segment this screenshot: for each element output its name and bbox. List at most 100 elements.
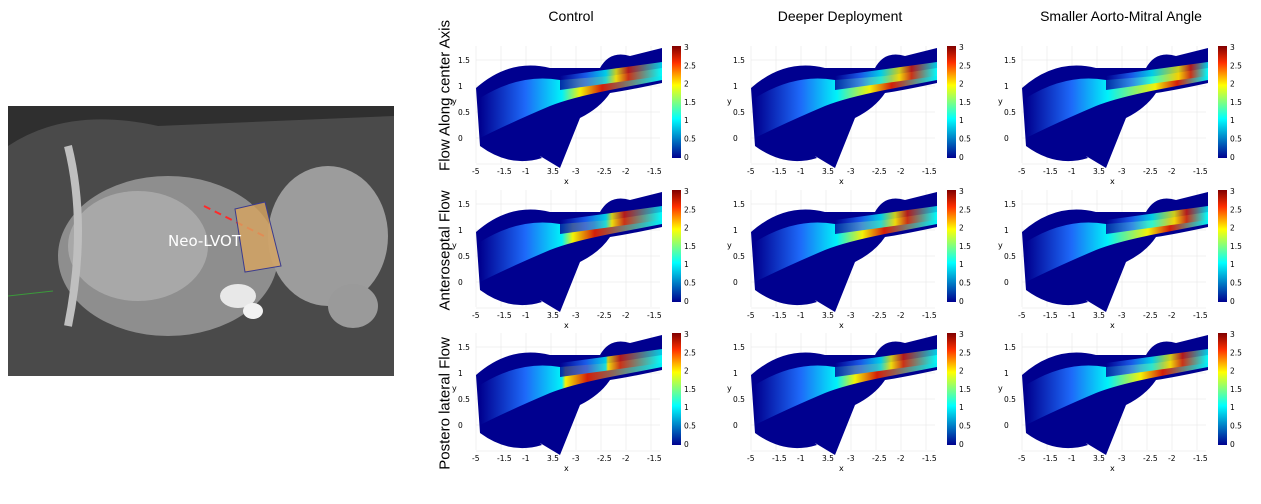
y-axis-label: y [452,241,457,250]
y-tick-label: 0.5 [1004,252,1016,261]
y-tick-label: 0 [1004,278,1009,287]
y-axis-label: y [727,384,732,393]
col-title-control: Control [548,8,594,24]
x-tick-label: -1.5 [772,311,787,320]
x-tick-label: -5 [747,454,755,463]
colorbar-tick-label: 2.5 [1230,348,1242,357]
neo-lvot-label: Neo-LVOT [168,232,242,250]
flow-panel: 3 2.5 2 1.5 1 0.5 0 1.5 1 0.5 0 -5 -1.5 -1 3.5 -3 -2.5 -2… [450,182,710,332]
x-tick-label: 3.5 [822,454,834,463]
colorbar-tick-label: 0 [959,297,964,306]
x-axis-label: x [564,177,569,186]
x-tick-label: -3 [1118,454,1126,463]
y-tick-label: 1.5 [733,200,745,209]
colorbar-tick-label: 0.5 [1230,135,1242,144]
colorbar-tick-label: 3 [1230,43,1235,52]
colorbar-tick-label: 3 [959,330,964,339]
y-tick-label: 1 [1004,226,1009,235]
x-tick-label: -1.5 [772,454,787,463]
x-tick-label: -5 [1018,167,1026,176]
x-tick-label: -3 [847,167,855,176]
y-tick-label: 0.5 [733,395,745,404]
flow-panel: 3 2.5 2 1.5 1 0.5 0 1.5 1 0.5 0 -5 -1.5 -1 3.5 -3 -2.5 -2… [450,325,710,475]
colorbar-tick-label: 2.5 [684,61,696,70]
y-tick-label: 1.5 [1004,56,1016,65]
x-tick-label: -2 [897,454,905,463]
y-tick-label: 0 [458,421,463,430]
colorbar-tick-label: 1 [684,260,689,269]
x-tick-label: -5 [472,454,480,463]
colorbar-tick-label: 1 [684,116,689,125]
x-tick-label: -1.5 [922,167,937,176]
y-tick-label: 1 [458,369,463,378]
x-tick-label: -1.5 [1193,167,1208,176]
colorbar-tick-label: 1 [1230,116,1235,125]
x-tick-label: -3 [572,311,580,320]
x-tick-label: -1.5 [1193,454,1208,463]
colorbar-tick-label: 2 [959,80,964,89]
x-tick-label: -5 [1018,454,1026,463]
ct-scan-image: Neo-LVOT [8,106,394,376]
x-tick-label: -5 [472,167,480,176]
colorbar-tick-label: 1.5 [959,242,971,251]
y-tick-label: 0 [733,134,738,143]
flow-panel: 3 2.5 2 1.5 1 0.5 0 1.5 1 0.5 0 -5 -1.5 -1 3.5 -3 -2.5 -2… [996,182,1256,332]
y-tick-label: 1 [733,82,738,91]
x-tick-label: -1.5 [772,167,787,176]
colorbar-tick-label: 0 [684,440,689,449]
y-tick-label: 1.5 [1004,343,1016,352]
x-axis-label: x [564,464,569,473]
colorbar-tick-label: 0.5 [684,135,696,144]
x-tick-label: -2.5 [872,454,887,463]
x-tick-label: -1 [797,311,805,320]
colorbar-tick-label: 3 [684,330,689,339]
y-tick-label: 1 [458,82,463,91]
y-tick-label: 0 [458,278,463,287]
y-tick-label: 0.5 [1004,395,1016,404]
x-tick-label: -1 [522,454,530,463]
x-tick-label: -1.5 [1193,311,1208,320]
colorbar-tick-label: 0 [959,153,964,162]
y-axis-label: y [998,97,1003,106]
x-tick-label: 3.5 [822,311,834,320]
y-tick-label: 0.5 [458,395,470,404]
x-tick-label: -1 [1068,454,1076,463]
x-tick-label: -5 [747,311,755,320]
y-tick-label: 0 [458,134,463,143]
x-tick-label: -2 [622,311,630,320]
x-axis-label: x [839,177,844,186]
x-tick-label: -1.5 [647,311,662,320]
x-tick-label: -1.5 [1043,167,1058,176]
x-axis-label: x [1110,177,1115,186]
x-tick-label: -2 [622,167,630,176]
col-title-deeper: Deeper Deployment [777,8,903,24]
y-tick-label: 1 [733,369,738,378]
x-tick-label: 3.5 [822,167,834,176]
y-tick-label: 0 [1004,134,1009,143]
y-tick-label: 0.5 [1004,108,1016,117]
colorbar-tick-label: 1 [1230,260,1235,269]
colorbar-tick-label: 2.5 [684,348,696,357]
x-axis-label: x [1110,321,1115,330]
colorbar-tick-label: 0 [684,297,689,306]
x-tick-label: -3 [1118,311,1126,320]
x-tick-label: -1.5 [647,454,662,463]
colorbar-tick-label: 2.5 [1230,61,1242,70]
colorbar-tick-label: 2.5 [959,348,971,357]
x-tick-label: -2 [1168,167,1176,176]
y-tick-label: 1.5 [458,56,470,65]
x-tick-label: -2.5 [872,311,887,320]
colorbar-tick-label: 2.5 [684,205,696,214]
x-tick-label: -1 [522,167,530,176]
colorbar-tick-label: 0 [1230,440,1235,449]
x-tick-label: -3 [1118,167,1126,176]
flow-panel: 3 2.5 2 1.5 1 0.5 0 1.5 1 0.5 0 -5 -1.5 -1 3.5 -3 -2.5 -2… [450,38,710,188]
colorbar-tick-label: 2 [959,224,964,233]
colorbar-tick-label: 1 [959,260,964,269]
colorbar-tick-label: 2 [1230,224,1235,233]
x-tick-label: -1.5 [922,311,937,320]
y-tick-label: 1.5 [458,200,470,209]
x-tick-label: 3.5 [1093,311,1105,320]
flow-panel: 3 2.5 2 1.5 1 0.5 0 1.5 1 0.5 0 -5 -1.5 -1 3.5 -3 -2.5 -2… [996,325,1256,475]
colorbar-tick-label: 1.5 [684,385,696,394]
